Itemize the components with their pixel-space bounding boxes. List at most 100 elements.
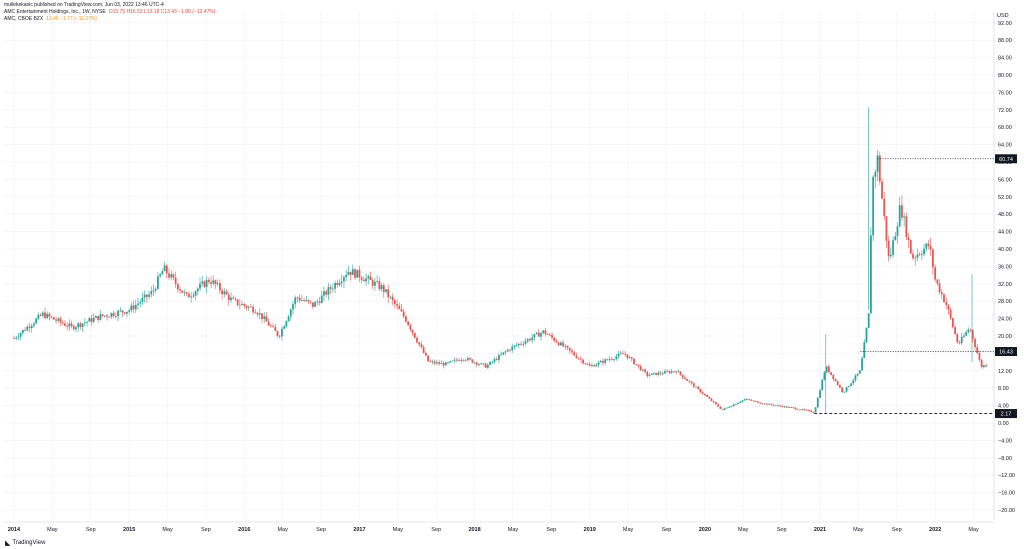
candle-body [148, 294, 150, 297]
time-tick-label: Sep [662, 527, 672, 533]
candle-body [591, 365, 593, 366]
candle-body [95, 316, 97, 318]
candle-body [101, 314, 104, 316]
candle-body [679, 371, 682, 375]
tradingview-brand: TradingView [12, 540, 46, 546]
candle-body [285, 321, 288, 327]
candle-body [99, 314, 102, 320]
candle-body [292, 304, 294, 310]
price-tick-label: 88.00 [998, 38, 1012, 44]
candle-body [872, 176, 875, 236]
candle-body [86, 321, 88, 323]
price-tick-label: 20.00 [998, 334, 1012, 340]
candle-body [750, 399, 753, 401]
candle-body [548, 334, 551, 336]
time-tick-label: May [738, 527, 749, 533]
candle-body [905, 216, 908, 238]
candle-body [980, 359, 983, 368]
candle-body [923, 248, 925, 255]
candle-body [985, 365, 987, 367]
price-tick-label: 24.00 [998, 317, 1012, 323]
price-axis[interactable]: USD 92.00 88.00 84.00 80.00 76.00 72.00 68.00 64… [993, 12, 1017, 520]
candle-body [143, 294, 146, 298]
candle-body [692, 383, 695, 387]
candle-body [258, 313, 261, 315]
candle-body [854, 375, 857, 381]
chart-header: mullekekanic published on TradingView.co… [4, 2, 215, 23]
candle-body [61, 322, 64, 324]
candles [13, 107, 987, 414]
candle-body [117, 310, 119, 317]
candle-body [464, 359, 467, 361]
candle-body [978, 353, 981, 360]
candle-body [850, 383, 852, 387]
candle-body [340, 281, 343, 283]
candle-body [188, 293, 190, 298]
candle-body [121, 310, 124, 313]
candle-body [967, 329, 970, 333]
price-tick-label: 8.00 [998, 386, 1009, 392]
candle-body [39, 314, 42, 316]
candle-body [951, 318, 954, 328]
candle-body [648, 375, 651, 376]
candle-body [768, 403, 770, 405]
candle-body [245, 305, 248, 308]
candle-body [72, 325, 75, 330]
candle-body [139, 302, 142, 304]
candle-body [582, 359, 584, 364]
candle-body [540, 333, 542, 337]
candle-body [238, 304, 241, 306]
price-tick-label: 84.00 [998, 56, 1012, 62]
candle-body [261, 313, 263, 320]
candle-body [134, 304, 137, 310]
candle-body [407, 321, 410, 326]
candle-body [874, 171, 877, 177]
tradingview-logo[interactable]: ◣ TradingView [5, 539, 45, 547]
time-tick-label: May [853, 527, 864, 533]
candle-body [947, 305, 950, 310]
candle-body [33, 323, 35, 326]
candle-body [449, 361, 452, 363]
candle-body [159, 274, 162, 277]
candle-body [374, 281, 376, 286]
price-tick-label: 72.00 [998, 108, 1012, 114]
candle-body [385, 289, 387, 292]
candle-body [97, 316, 100, 320]
candle-body [666, 371, 669, 373]
symbol-main[interactable]: AMC Entertainment Holdings, Inc., 1W, NY… [4, 9, 106, 15]
candle-body [805, 409, 808, 411]
candle-body [55, 319, 57, 321]
candle-body [535, 332, 538, 335]
candle-body [524, 341, 527, 344]
candle-body [150, 291, 153, 295]
candle-body [728, 407, 731, 408]
candle-body [515, 345, 518, 347]
candle-body [482, 363, 485, 365]
candle-body [137, 303, 139, 305]
candle-body [92, 317, 95, 322]
candle-body [741, 400, 744, 402]
candle-body [234, 298, 237, 300]
price-tick-label: −8.00 [998, 456, 1012, 462]
candle-body [389, 296, 392, 298]
symbol-second[interactable]: AMC, CBOE BZX [4, 16, 44, 22]
candle-body [26, 326, 29, 331]
candle-body [298, 297, 301, 301]
candle-body [885, 216, 888, 241]
candle-body [130, 305, 133, 311]
candle-body [847, 386, 850, 388]
candle-body [706, 395, 708, 397]
time-axis[interactable]: 2014 May Sep 2015 May Sep 2016 May Sep 2017 May Sep… [4, 521, 994, 533]
candle-body [19, 333, 22, 337]
candle-body [334, 282, 336, 289]
candle-body [154, 288, 157, 291]
candle-body [914, 257, 917, 259]
candle-body [420, 344, 423, 348]
candle-body [812, 411, 815, 413]
candle-body [68, 323, 71, 327]
candle-body [274, 326, 277, 331]
candle-body [841, 387, 844, 392]
candle-body [641, 369, 644, 371]
candle-body [241, 303, 243, 305]
